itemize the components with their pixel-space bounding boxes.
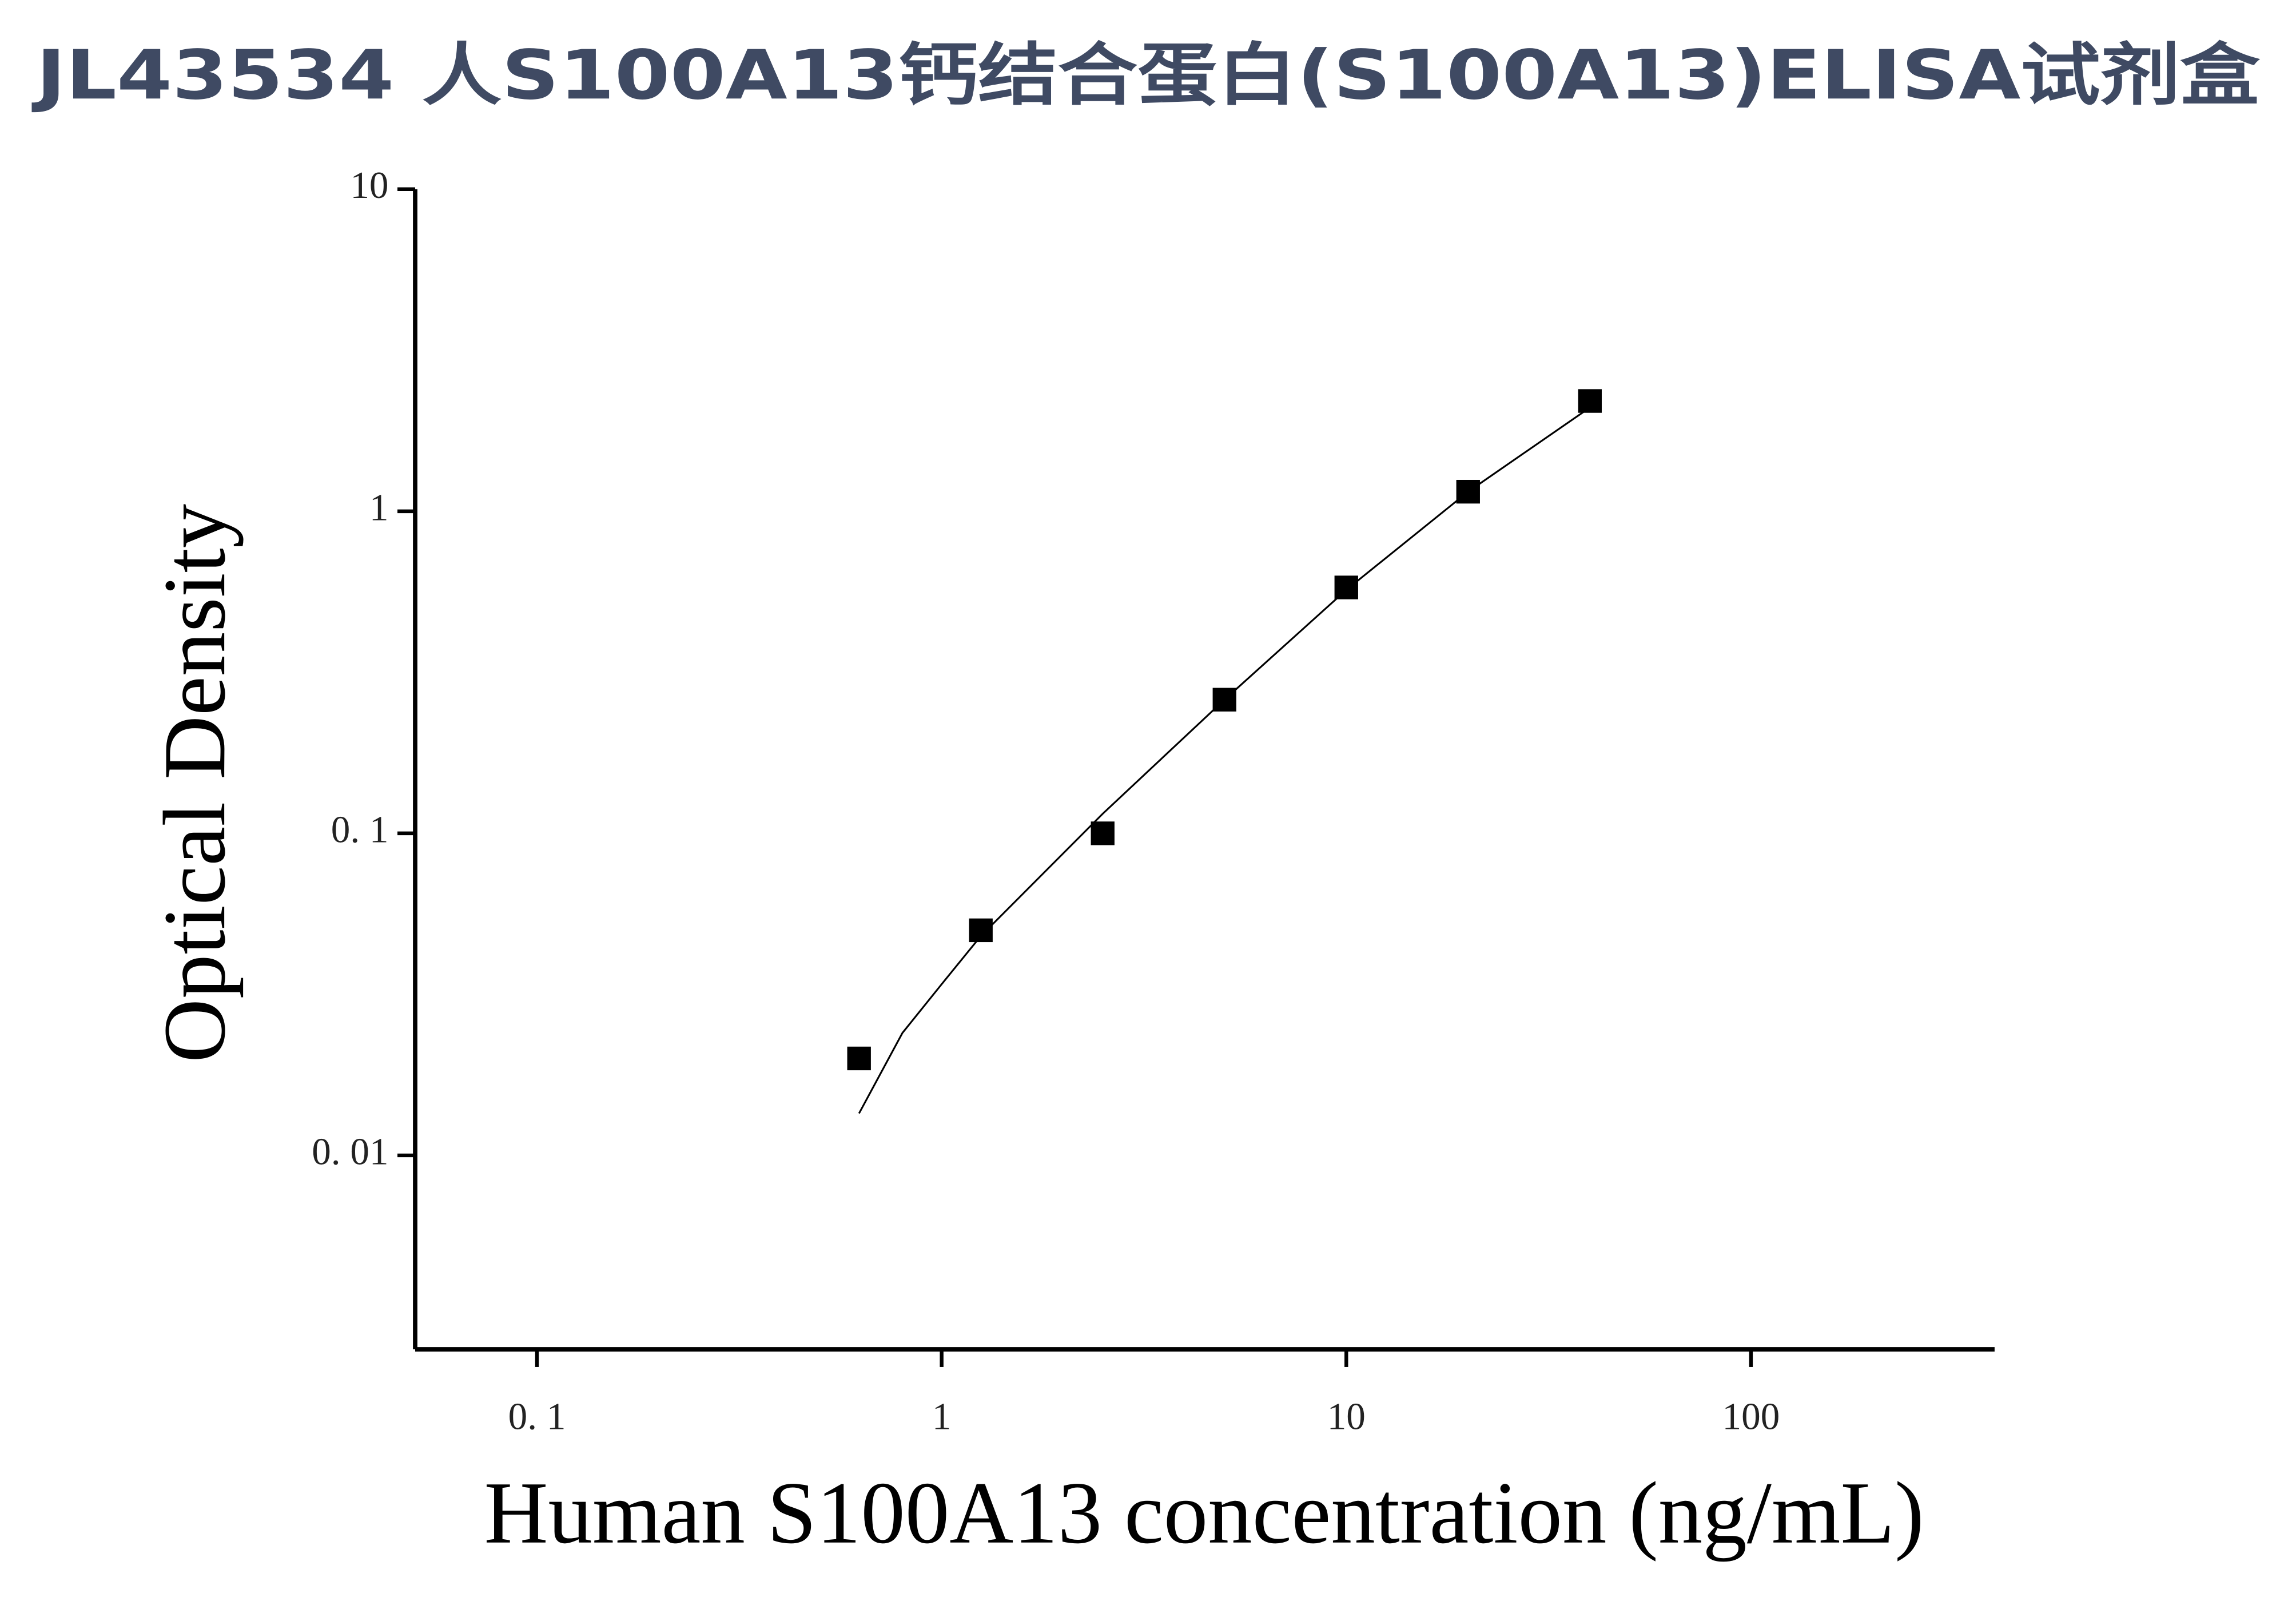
y-tick-label: 0. 1 — [331, 808, 389, 851]
data-point — [1091, 821, 1115, 845]
data-point — [1578, 389, 1602, 413]
x-tick-label: 10 — [1327, 1395, 1366, 1437]
x-tick-label: 1 — [932, 1395, 952, 1437]
data-point — [1212, 688, 1236, 712]
data-point — [1456, 479, 1480, 504]
data-point — [969, 918, 993, 943]
data-point — [1334, 575, 1358, 599]
y-tick-label: 1 — [369, 486, 389, 529]
x-tick-label: 0. 1 — [508, 1395, 566, 1437]
y-tick-label: 10 — [350, 164, 388, 206]
x-axis-label: Human S100A13 concentration (ng/mL) — [484, 1464, 1924, 1562]
data-point — [847, 1046, 871, 1071]
x-tick-label: 100 — [1722, 1395, 1780, 1437]
chart-title: JL43534 人S100A13钙结合蛋白(S100A13)ELISA试剂盒 — [31, 36, 2261, 115]
fit-curve — [858, 407, 1591, 1114]
y-tick-label: 0. 01 — [312, 1130, 388, 1173]
y-axis-label: Optical Density — [145, 504, 244, 1063]
